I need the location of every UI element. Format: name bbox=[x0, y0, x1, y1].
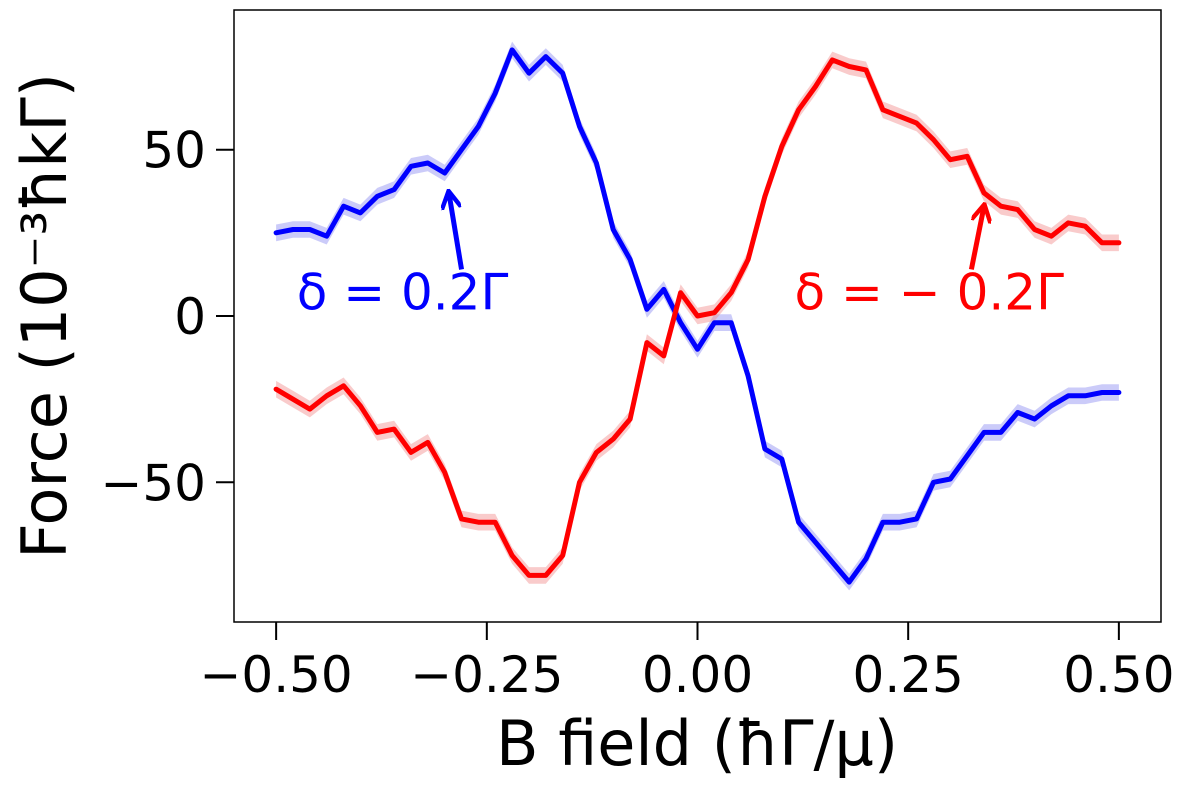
x-tick-label: 0.50 bbox=[1063, 646, 1174, 704]
x-tick-label: −0.25 bbox=[410, 646, 563, 704]
annotation-label-0: δ = 0.2Γ bbox=[297, 263, 509, 321]
x-tick-label: 0.25 bbox=[853, 646, 964, 704]
y-tick-label: −50 bbox=[100, 454, 206, 512]
series-line-0 bbox=[273, 47, 1122, 585]
x-axis-title: B field (ħΓ/μ) bbox=[496, 707, 898, 780]
series-line-1 bbox=[273, 57, 1122, 578]
annotations: δ = 0.2Γ δ = − 0.2Γ bbox=[297, 193, 1064, 321]
x-tick-label: 0.00 bbox=[642, 646, 753, 704]
y-axis-title: Force (10⁻³ħkΓ) bbox=[8, 73, 81, 559]
y-axis-ticks: −50 0 50 bbox=[100, 122, 234, 512]
annotation-label-1: δ = − 0.2Γ bbox=[795, 263, 1065, 321]
y-tick-label: 50 bbox=[142, 122, 206, 180]
x-tick-label: −0.50 bbox=[200, 646, 353, 704]
annotation-arrow-1 bbox=[968, 206, 984, 270]
x-axis-ticks: −0.50 −0.25 0.00 0.25 0.50 bbox=[200, 622, 1175, 704]
y-tick-label: 0 bbox=[174, 288, 206, 346]
annotation-arrow-0 bbox=[449, 193, 465, 270]
series-lines bbox=[273, 47, 1122, 585]
